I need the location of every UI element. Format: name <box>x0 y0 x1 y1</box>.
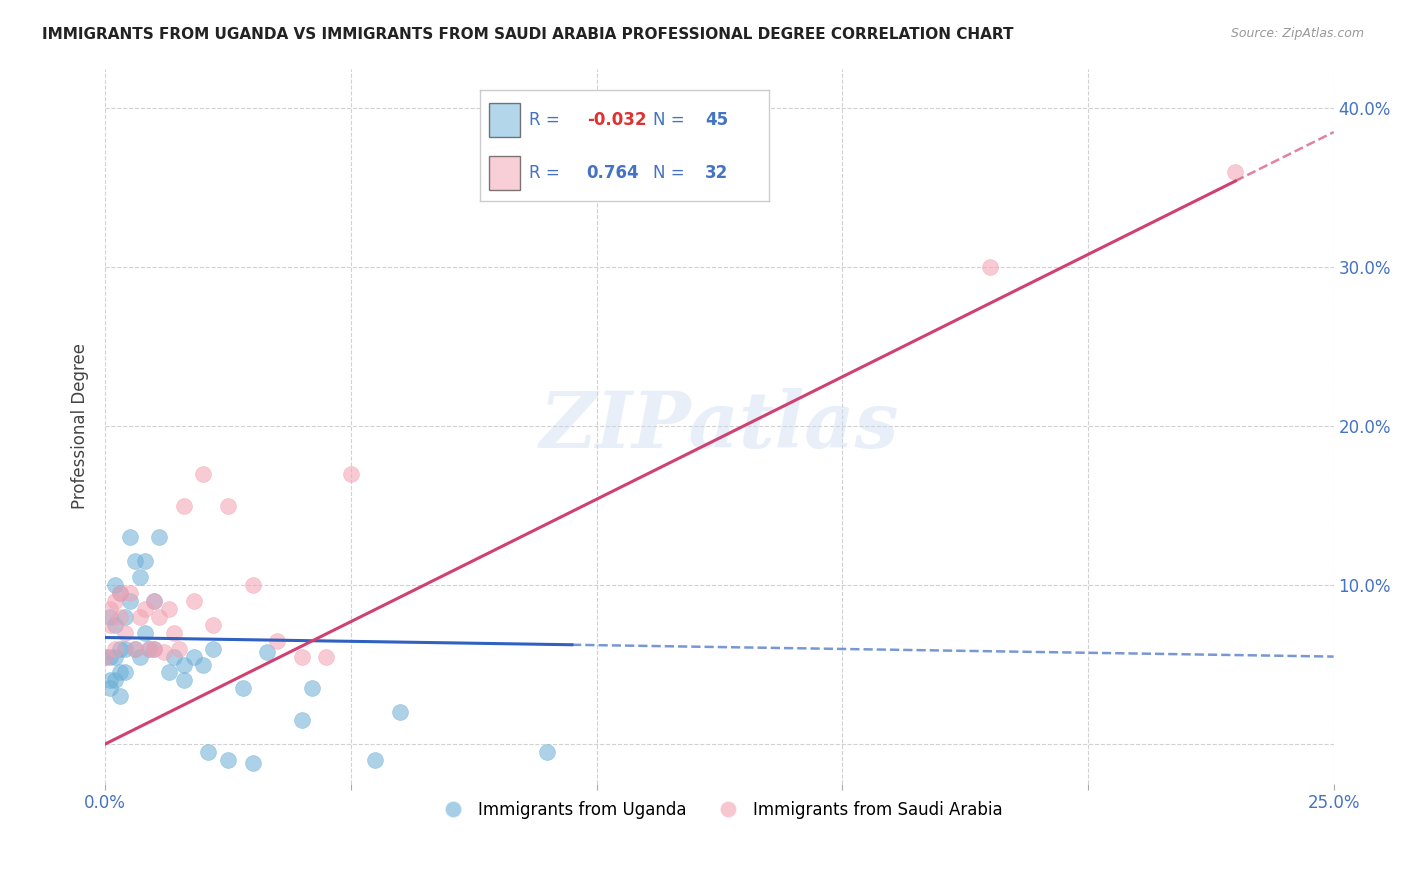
Point <box>173 499 195 513</box>
Point <box>202 617 225 632</box>
Point <box>134 602 156 616</box>
Point <box>173 673 195 688</box>
Point <box>108 610 131 624</box>
Point <box>98 673 121 688</box>
Legend: Immigrants from Uganda, Immigrants from Saudi Arabia: Immigrants from Uganda, Immigrants from … <box>429 794 1010 825</box>
Text: Source: ZipAtlas.com: Source: ZipAtlas.com <box>1230 27 1364 40</box>
Point <box>153 645 176 659</box>
Point <box>98 602 121 616</box>
Point <box>1225 165 1247 179</box>
Point <box>143 594 166 608</box>
Point <box>389 705 412 719</box>
Point <box>124 641 146 656</box>
Point <box>114 625 136 640</box>
Point <box>291 713 314 727</box>
Point <box>104 578 127 592</box>
Point <box>256 645 278 659</box>
Point <box>266 633 288 648</box>
Point <box>301 681 323 696</box>
Point <box>197 745 219 759</box>
Point <box>98 610 121 624</box>
Text: IMMIGRANTS FROM UGANDA VS IMMIGRANTS FROM SAUDI ARABIA PROFESSIONAL DEGREE CORRE: IMMIGRANTS FROM UGANDA VS IMMIGRANTS FRO… <box>42 27 1014 42</box>
Point <box>128 649 150 664</box>
Point <box>979 260 1001 275</box>
Point <box>108 586 131 600</box>
Point <box>138 641 160 656</box>
Point <box>143 641 166 656</box>
Point <box>104 641 127 656</box>
Point <box>114 610 136 624</box>
Point <box>163 625 186 640</box>
Point <box>148 610 170 624</box>
Text: ZIPatlas: ZIPatlas <box>540 388 898 465</box>
Point <box>104 649 127 664</box>
Point <box>108 690 131 704</box>
Point <box>242 756 264 770</box>
Point <box>163 649 186 664</box>
Point <box>124 641 146 656</box>
Point <box>104 673 127 688</box>
Point <box>128 610 150 624</box>
Point <box>217 499 239 513</box>
Point <box>108 641 131 656</box>
Point <box>104 617 127 632</box>
Point <box>108 665 131 680</box>
Point <box>98 681 121 696</box>
Point <box>94 649 117 664</box>
Point <box>134 554 156 568</box>
Point <box>118 530 141 544</box>
Point <box>536 745 558 759</box>
Point <box>98 649 121 664</box>
Point <box>104 594 127 608</box>
Point <box>173 657 195 672</box>
Point <box>94 649 117 664</box>
Point <box>202 641 225 656</box>
Point <box>98 617 121 632</box>
Point <box>157 665 180 680</box>
Point <box>291 649 314 664</box>
Point <box>315 649 337 664</box>
Point <box>114 641 136 656</box>
Point <box>134 625 156 640</box>
Point <box>148 530 170 544</box>
Point <box>232 681 254 696</box>
Point <box>364 753 387 767</box>
Point <box>143 594 166 608</box>
Point <box>217 753 239 767</box>
Point <box>124 554 146 568</box>
Point <box>128 570 150 584</box>
Point <box>193 657 215 672</box>
Y-axis label: Professional Degree: Professional Degree <box>72 343 89 509</box>
Point <box>114 665 136 680</box>
Point <box>183 649 205 664</box>
Point <box>183 594 205 608</box>
Point <box>193 467 215 481</box>
Point <box>242 578 264 592</box>
Point <box>157 602 180 616</box>
Point <box>167 641 190 656</box>
Point <box>340 467 363 481</box>
Point <box>108 586 131 600</box>
Point <box>118 594 141 608</box>
Point <box>138 641 160 656</box>
Point <box>143 641 166 656</box>
Point <box>118 586 141 600</box>
